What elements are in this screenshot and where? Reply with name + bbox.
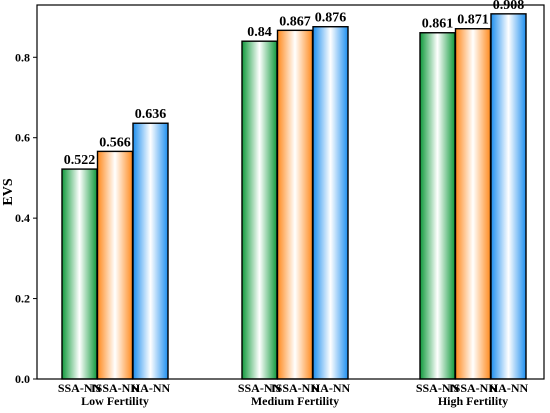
bar-ssa-nn-1 bbox=[241, 40, 278, 380]
data-label-0-1: 0.566 bbox=[99, 135, 131, 150]
data-label-2-1: 0.871 bbox=[457, 13, 489, 28]
data-label-0-2: 0.636 bbox=[135, 107, 167, 122]
x-tick-label-1-1: ISSA-NN bbox=[271, 381, 319, 395]
data-label-1-1: 0.867 bbox=[279, 14, 311, 29]
data-label-1-0: 0.84 bbox=[247, 25, 272, 40]
bar-ha-nn-0 bbox=[132, 122, 169, 380]
x-tick-label-0-1: ISSA-NN bbox=[91, 381, 139, 395]
y-tick-label-4: 0.8 bbox=[15, 50, 30, 64]
bar-issa-nn-0 bbox=[96, 150, 134, 380]
group-label-2: High Fertility bbox=[438, 394, 508, 408]
x-tick-label-2-1: ISSA-NN bbox=[449, 381, 497, 395]
y-axis-title: EVS bbox=[1, 178, 16, 205]
bar-issa-nn-1 bbox=[276, 29, 314, 380]
data-label-2-0: 0.861 bbox=[422, 17, 454, 32]
plot-frame bbox=[36, 4, 545, 380]
bar-ssa-nn-0 bbox=[61, 168, 98, 380]
x-tick-label-2-2: HA-NN bbox=[489, 381, 529, 395]
x-tick-label-2-0: SSA-NN bbox=[416, 381, 460, 395]
data-label-0-0: 0.522 bbox=[64, 153, 96, 168]
group-label-0: Low Fertility bbox=[81, 394, 149, 408]
y-tick-label-1: 0.2 bbox=[15, 292, 30, 306]
x-tick-label-0-2: HA-NN bbox=[131, 381, 171, 395]
group-label-1: Medium Fertility bbox=[251, 394, 339, 408]
y-tick-label-0: 0.0 bbox=[15, 372, 30, 386]
y-tick-label-2: 0.4 bbox=[15, 211, 30, 225]
x-tick-label-1-0: SSA-NN bbox=[238, 381, 282, 395]
data-label-2-2: 0.908 bbox=[493, 0, 525, 13]
bar-ha-nn-1 bbox=[312, 26, 349, 380]
bar-ssa-nn-2 bbox=[419, 32, 456, 380]
x-tick-label-0-0: SSA-NN bbox=[58, 381, 102, 395]
y-tick-label-3: 0.6 bbox=[15, 131, 30, 145]
data-label-1-2: 0.876 bbox=[315, 11, 347, 26]
x-tick-label-1-2: HA-NN bbox=[311, 381, 351, 395]
bar-ha-nn-2 bbox=[490, 13, 527, 380]
bars-layer bbox=[61, 13, 527, 380]
y-axis: 0.0 0.2 0.4 0.6 0.8 bbox=[15, 50, 37, 386]
bar-issa-nn-2 bbox=[454, 28, 492, 380]
